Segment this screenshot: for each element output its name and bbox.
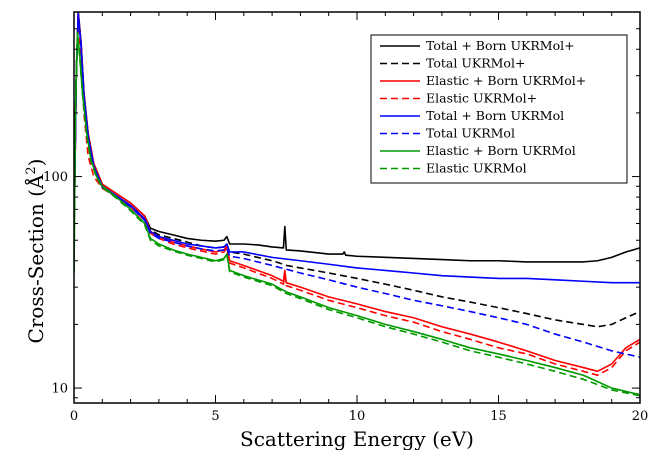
legend: Total + Born UKRMol+ Total UKRMol+ Elastic… — [370, 34, 628, 184]
legend-label: Total + Born UKRMol+ — [426, 38, 575, 53]
legend-label: Elastic UKRMol — [426, 161, 527, 176]
y-axis-title: Cross-Section (Å2) — [23, 159, 48, 344]
series-line-2 — [74, 12, 640, 373]
legend-label: Elastic + Born UKRMol+ — [426, 73, 586, 88]
y-tick-label: 10 — [51, 382, 68, 397]
legend-label: Elastic + Born UKRMol — [426, 143, 576, 158]
legend-label: Elastic UKRMol+ — [426, 91, 537, 106]
x-tick-label: 0 — [70, 409, 78, 424]
x-tick-label: 20 — [632, 409, 649, 424]
x-axis-title: Scattering Energy (eV) — [240, 427, 474, 450]
legend-label: Total + Born UKRMol — [426, 108, 564, 123]
x-tick-label: 10 — [349, 409, 366, 424]
x-tick-label: 15 — [490, 409, 507, 424]
legend-label: Total UKRMol+ — [426, 56, 525, 71]
series-line-5 — [74, 14, 640, 358]
series-line-7 — [74, 33, 640, 397]
y-tick-label: 100 — [43, 170, 68, 185]
series-layer — [74, 12, 640, 397]
legend-label: Total UKRMol — [426, 126, 515, 141]
legend-box — [370, 34, 628, 184]
series-line-3 — [74, 17, 640, 377]
series-line-1 — [74, 12, 640, 328]
axes-layer: 0 5 10 15 20 10 100 — [43, 11, 649, 424]
x-tick-label: 5 — [211, 409, 219, 424]
